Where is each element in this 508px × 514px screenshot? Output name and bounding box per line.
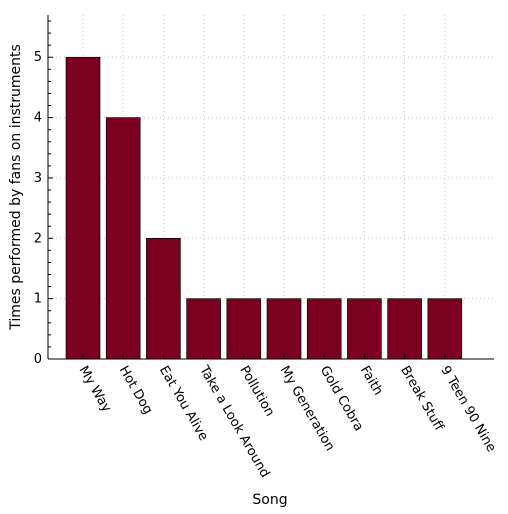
y-tick-label: 0 — [34, 352, 42, 367]
x-tick-label: Pollution — [236, 364, 277, 420]
y-axis-label: Times performed by fans on instruments — [8, 44, 24, 331]
y-tick-label: 4 — [34, 111, 42, 126]
x-tick-label: Take a Look Around — [196, 363, 273, 481]
bar — [186, 298, 221, 360]
bar — [65, 56, 101, 360]
x-tick-label: Hot Dog — [116, 364, 156, 418]
bar — [347, 298, 382, 360]
bar — [146, 237, 181, 360]
x-tick-label: My Way — [76, 364, 115, 416]
y-ticks: 0 1 2 3 4 5 — [34, 20, 53, 367]
y-tick-label: 5 — [34, 50, 42, 65]
x-tick-label: 9 Teen 90 Nine — [437, 364, 498, 455]
bar — [387, 298, 422, 360]
y-tick-label: 1 — [34, 292, 42, 307]
x-tick-label: Faith — [357, 364, 386, 399]
bar — [266, 298, 302, 360]
bar — [105, 117, 141, 360]
y-tick-label: 3 — [34, 171, 42, 186]
y-tick-label: 2 — [34, 231, 42, 246]
bar — [427, 298, 463, 360]
axes — [47, 15, 494, 360]
bar — [306, 298, 342, 360]
x-axis-label: Song — [252, 492, 287, 508]
bar — [226, 298, 262, 360]
bars — [65, 56, 463, 360]
